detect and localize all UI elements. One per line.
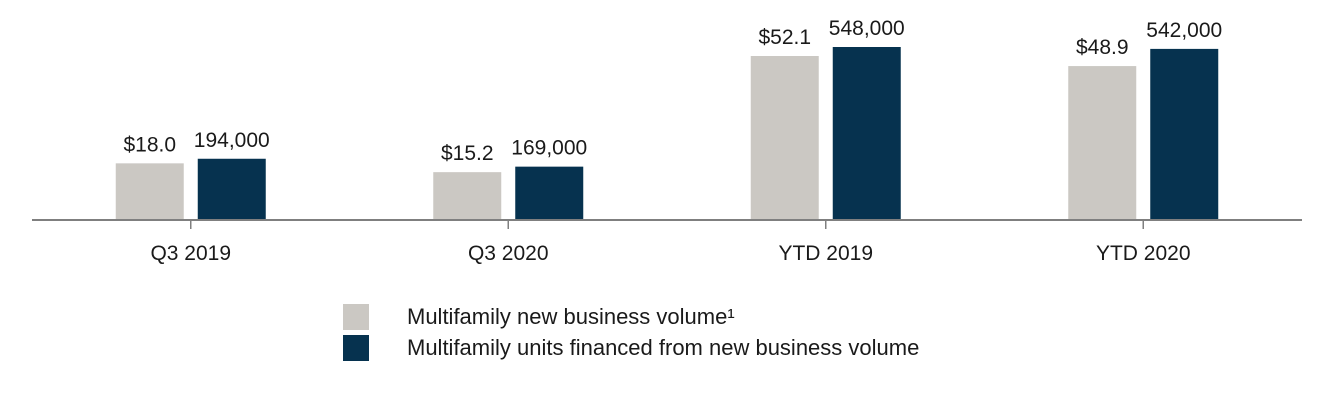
bar-volume-2 (750, 56, 819, 220)
bar-chart: $18.0 194,000 Q3 2019 $15.2 169,000 Q3 2020 $5… (32, 17, 1302, 265)
bar-units-1 (515, 166, 584, 220)
bar-volume-0 (115, 163, 184, 220)
legend-label-volume: Multifamily new business volume¹ (407, 304, 735, 329)
data-label-volume-2: $52.1 (758, 26, 811, 49)
x-tick-label-1: Q3 2020 (468, 242, 549, 265)
bar-volume-3 (1068, 66, 1137, 220)
data-label-units-1: 169,000 (511, 137, 587, 160)
bar-units-0 (197, 158, 266, 220)
data-label-volume-3: $48.9 (1076, 36, 1129, 59)
data-label-volume-1: $15.2 (441, 142, 494, 165)
data-label-units-3: 542,000 (1146, 19, 1222, 42)
legend-item-volume: Multifamily new business volume¹ (343, 302, 919, 332)
x-tick-label-2: YTD 2019 (778, 242, 873, 265)
bar-volume-1 (433, 172, 502, 220)
data-label-units-0: 194,000 (194, 129, 270, 152)
legend: Multifamily new business volume¹ Multifa… (343, 302, 919, 364)
bar-units-2 (832, 47, 901, 220)
legend-swatch-units (343, 335, 369, 361)
data-label-volume-0: $18.0 (123, 133, 176, 156)
data-label-units-2: 548,000 (829, 17, 905, 40)
bar-units-3 (1150, 48, 1219, 220)
legend-item-units: Multifamily units financed from new busi… (343, 333, 919, 363)
x-tick-label-0: Q3 2019 (150, 242, 231, 265)
legend-swatch-volume (343, 304, 369, 330)
x-tick-label-3: YTD 2020 (1096, 242, 1191, 265)
legend-label-units: Multifamily units financed from new busi… (407, 335, 920, 360)
